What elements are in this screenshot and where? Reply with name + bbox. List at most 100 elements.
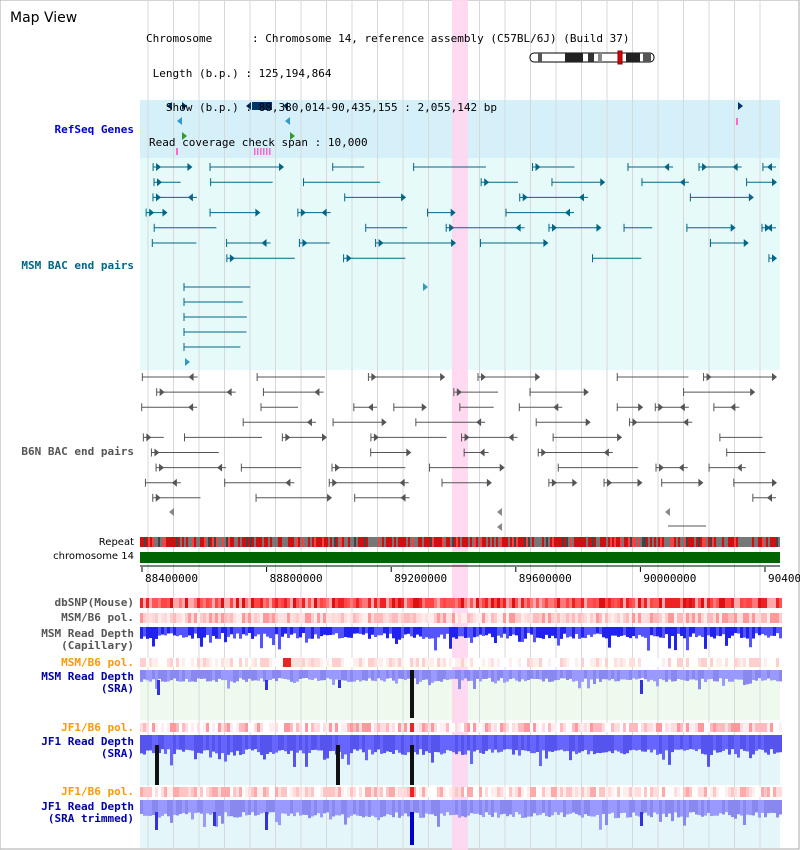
msm-bac-arrow — [187, 163, 193, 171]
dbsnp-cell — [581, 598, 584, 608]
msm-depth-sra-bar — [194, 670, 197, 682]
repeat-segment — [258, 537, 260, 547]
jf1-b6-pol-cell — [710, 723, 713, 732]
jf1-depth-trim-bar — [722, 800, 725, 815]
jf1-b6-pol-cell — [458, 723, 461, 732]
repeat-segment — [516, 537, 518, 547]
repeat-segment — [752, 537, 754, 547]
msm-depth-cap-bar — [455, 627, 458, 639]
repeat-segment — [390, 537, 392, 547]
msm-b6-pol2-cell — [194, 658, 197, 667]
msm-depth-sra-bar — [143, 670, 146, 680]
msm-depth-cap-bar — [182, 627, 185, 638]
repeat-segment — [500, 537, 502, 547]
track-label-chromosome[interactable]: chromosome 14 — [53, 551, 134, 562]
repeat-segment — [184, 537, 186, 547]
track-label-jf1-depth-sra[interactable]: JF1 Read Depth (SRA) — [41, 735, 134, 760]
b6n-bac-arrow — [603, 448, 609, 457]
jf1-depth-trim-bar — [296, 800, 299, 813]
dbsnp-cell — [422, 598, 425, 608]
dbsnp-cell — [749, 598, 752, 608]
msm-b6-pol2-cell — [761, 658, 764, 667]
jf1-depth-sra-bar — [170, 735, 173, 766]
jf1-depth-sra-bar — [350, 735, 353, 754]
jf1-b6-pol-cell — [752, 723, 755, 732]
jf1-depth-trim-bar — [191, 800, 194, 820]
jf1-b6-pol2-cell — [323, 787, 326, 797]
dbsnp-cell — [425, 598, 428, 608]
jf1-b6-pol2-cell — [392, 787, 395, 797]
jf1-depth-trim-bar — [452, 800, 455, 816]
jf1-b6-pol2-cell — [764, 787, 767, 797]
jf1-depth-trim-bar — [176, 800, 179, 816]
repeat-segment — [430, 537, 432, 547]
jf1-b6-pol2-cell — [590, 787, 593, 797]
msm-b6-pol-cell — [467, 613, 470, 623]
msm-depth-cap-bar — [557, 627, 560, 646]
msm-b6-pol2-cell — [602, 658, 605, 667]
track-label-msm-b6-pol-1[interactable]: MSM/B6 pol. — [61, 611, 134, 624]
jf1-b6-pol-cell — [365, 723, 368, 732]
msm-b6-pol-cell — [206, 613, 209, 623]
track-label-msm-depth-sra[interactable]: MSM Read Depth (SRA) — [41, 670, 134, 695]
msm-b6-pol2-cell — [515, 658, 518, 667]
jf1-depth-sra-bar — [179, 735, 182, 750]
msm-b6-pol2-cell — [302, 658, 305, 667]
msm-b6-pol2-cell — [230, 658, 233, 667]
jf1-b6-pol2-cell — [155, 787, 158, 797]
track-label-jf1-b6-pol-1[interactable]: JF1/B6 pol. — [61, 721, 134, 734]
jf1-b6-pol2-cell — [503, 787, 506, 797]
msm-depth-cap-bar — [611, 627, 614, 636]
track-label-repeat[interactable]: Repeat — [98, 537, 134, 548]
dbsnp-cell — [623, 598, 626, 608]
repeat-segment — [534, 537, 536, 547]
msm-bac-arrow — [321, 208, 327, 217]
jf1-depth-trim-bar — [431, 800, 434, 815]
dbsnp-cell — [377, 598, 380, 608]
jf1-b6-pol2-cell — [668, 787, 671, 797]
track-label-refseq[interactable]: RefSeq Genes — [54, 123, 134, 136]
repeat-segment — [742, 537, 744, 547]
msm-b6-pol-cell — [173, 613, 176, 623]
msm-depth-sra-bar — [170, 670, 173, 681]
msm-bac-arrow — [764, 223, 770, 232]
msm-depth-sra-bar — [608, 670, 611, 681]
jf1-b6-pol2-cell — [599, 787, 602, 797]
msm-b6-pol-cell — [413, 613, 416, 623]
repeat-segment — [520, 537, 522, 547]
track-label-jf1-depth-trimmed[interactable]: JF1 Read Depth (SRA trimmed) — [41, 800, 134, 825]
repeat-segment — [560, 537, 562, 547]
repeat-segment — [618, 537, 620, 547]
dbsnp-cell — [689, 598, 692, 608]
msm-bac-arrow — [564, 208, 570, 217]
dbsnp-cell — [686, 598, 689, 608]
track-label-b6n-bac[interactable]: B6N BAC end pairs — [21, 445, 134, 458]
jf1-b6-pol2-cell — [572, 787, 575, 797]
jf1-b6-pol-cell — [734, 723, 737, 732]
track-label-jf1-b6-pol-2[interactable]: JF1/B6 pol. — [61, 785, 134, 798]
jf1-depth-trim-bar — [509, 800, 512, 815]
jf1-depth-trim-bar — [161, 800, 164, 816]
jf1-depth-sra-bar — [416, 735, 419, 755]
jf1-b6-pol2-cell — [551, 787, 554, 797]
track-label-msm-b6-pol-2[interactable]: MSM/B6 pol. — [61, 656, 134, 669]
jf1-b6-pol-cell — [353, 723, 356, 732]
jf1-b6-pol2-cell — [326, 787, 329, 797]
track-label-msm-bac[interactable]: MSM BAC end pairs — [21, 259, 134, 272]
msm-b6-pol2-cell — [446, 658, 449, 667]
msm-b6-pol2-cell — [599, 658, 602, 667]
jf1-depth-sra-bar — [326, 735, 329, 759]
msm-depth-sra-bar — [728, 670, 731, 682]
jf1-depth-trim-bar — [470, 800, 473, 814]
jf1-b6-pol2-cell — [497, 787, 500, 797]
track-label-dbsnp[interactable]: dbSNP(Mouse) — [54, 596, 134, 609]
msm-depth-sra-bar — [167, 670, 170, 682]
msm-depth-sra-bar — [257, 670, 260, 681]
jf1-b6-pol2-cell — [344, 787, 347, 797]
jf1-depth-sra-bar — [494, 735, 497, 750]
msm-b6-pol-cell — [581, 613, 584, 623]
jf1-b6-pol-cell — [254, 723, 257, 732]
track-label-msm-depth-capillary[interactable]: MSM Read Depth (Capillary) — [41, 627, 134, 652]
msm-b6-pol2-cell — [344, 658, 347, 667]
